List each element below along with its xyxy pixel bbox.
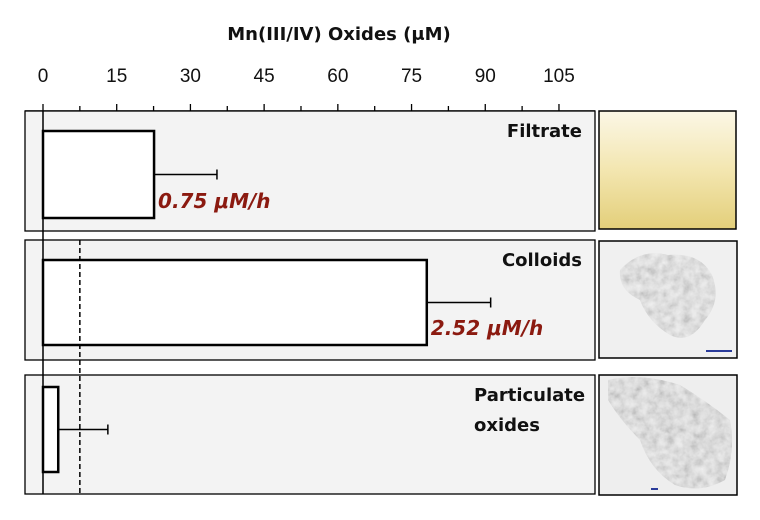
rate-label: 0.75 μM/h — [158, 189, 270, 213]
x-tick-label: 30 — [180, 66, 201, 87]
panel-2 — [24, 374, 596, 495]
x-tick-label: 75 — [401, 66, 422, 87]
category-label: Colloids — [502, 250, 582, 271]
x-tick-label: 90 — [475, 66, 496, 87]
filtrate-image — [598, 110, 737, 230]
x-tick-label: 105 — [543, 66, 575, 87]
category-label: Particulate — [474, 385, 585, 406]
x-tick-label: 0 — [38, 66, 49, 87]
bar — [41, 385, 60, 474]
category-label: Filtrate — [507, 121, 582, 142]
bar — [41, 258, 429, 347]
x-axis-label: Mn(III/IV) Oxides (μM) — [227, 24, 451, 45]
particulate-image — [598, 374, 738, 496]
x-tick-label: 60 — [327, 66, 348, 87]
bar — [41, 129, 156, 220]
x-tick-label: 15 — [106, 66, 127, 87]
colloids-image — [598, 240, 738, 359]
category-label: oxides — [474, 415, 540, 436]
x-tick-label: 45 — [254, 66, 275, 87]
rate-label: 2.52 μM/h — [431, 316, 543, 340]
